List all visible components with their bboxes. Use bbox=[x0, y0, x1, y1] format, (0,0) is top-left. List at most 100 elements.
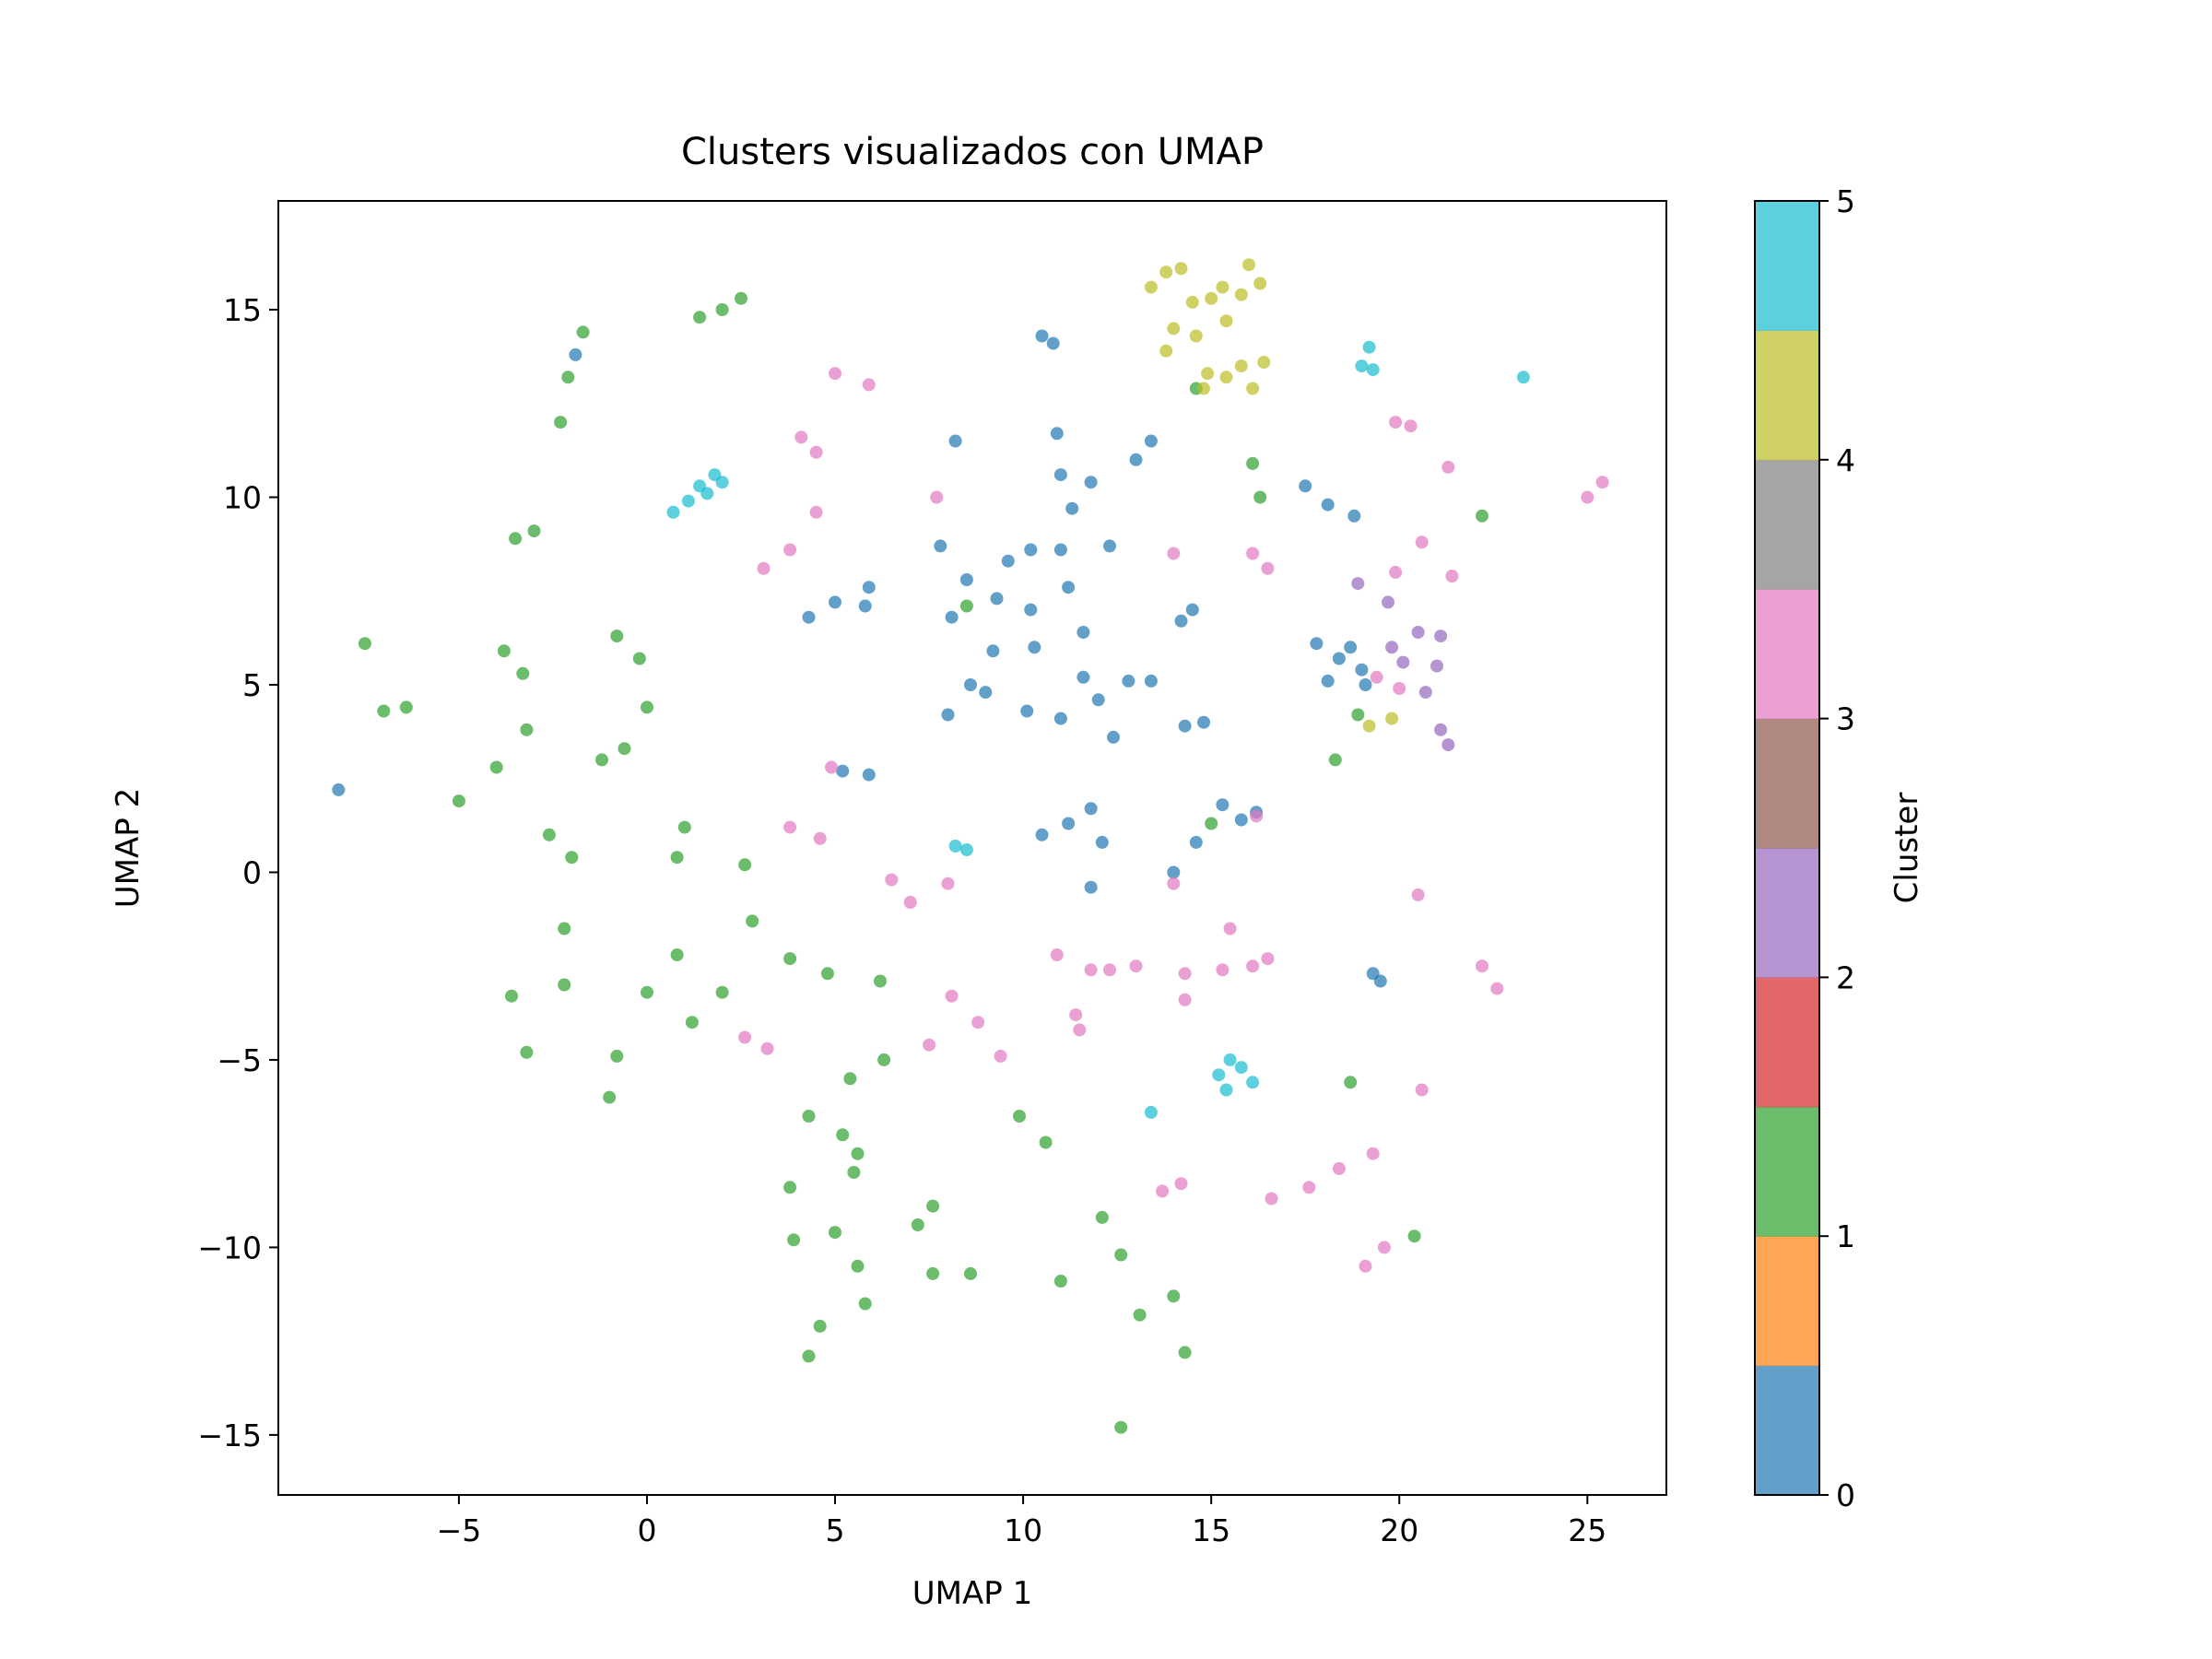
point-cluster-3 bbox=[1366, 1147, 1380, 1160]
point-cluster-5 bbox=[681, 494, 695, 508]
point-cluster-3 bbox=[1156, 1184, 1170, 1198]
point-cluster-3 bbox=[930, 490, 944, 504]
point-cluster-3 bbox=[971, 1016, 985, 1030]
point-cluster-0 bbox=[1355, 663, 1369, 677]
point-cluster-1 bbox=[632, 652, 646, 665]
point-cluster-0 bbox=[1178, 719, 1192, 733]
point-cluster-3 bbox=[1216, 963, 1230, 977]
point-cluster-3 bbox=[1445, 570, 1459, 582]
point-cluster-0 bbox=[1062, 817, 1076, 830]
point-cluster-2 bbox=[1434, 629, 1448, 643]
point-cluster-5 bbox=[1144, 1105, 1158, 1119]
point-cluster-0 bbox=[1373, 974, 1387, 988]
point-cluster-4 bbox=[1219, 371, 1233, 384]
cluster-3-points bbox=[738, 367, 1609, 1273]
point-cluster-1 bbox=[802, 1349, 816, 1363]
point-cluster-4 bbox=[1167, 322, 1181, 335]
colorbar-tick-label: 2 bbox=[1836, 959, 1855, 995]
point-cluster-0 bbox=[934, 539, 947, 553]
point-cluster-3 bbox=[1261, 561, 1275, 575]
point-cluster-1 bbox=[783, 952, 797, 966]
scatter-points bbox=[332, 258, 1609, 1434]
point-cluster-0 bbox=[1053, 468, 1067, 482]
point-cluster-0 bbox=[1084, 802, 1098, 816]
point-cluster-2 bbox=[1430, 659, 1443, 673]
point-cluster-5 bbox=[959, 843, 973, 856]
point-cluster-1 bbox=[1039, 1135, 1053, 1149]
point-cluster-0 bbox=[948, 434, 962, 448]
point-cluster-1 bbox=[358, 637, 371, 651]
colorbar-tick-label: 0 bbox=[1836, 1477, 1855, 1513]
point-cluster-1 bbox=[1476, 509, 1488, 523]
point-cluster-3 bbox=[1411, 888, 1425, 901]
point-cluster-2 bbox=[1351, 577, 1365, 591]
point-cluster-1 bbox=[542, 828, 556, 841]
point-cluster-0 bbox=[1001, 554, 1015, 568]
cluster-4-points bbox=[1144, 258, 1399, 733]
point-cluster-4 bbox=[1253, 276, 1267, 290]
point-cluster-0 bbox=[1321, 498, 1335, 512]
point-cluster-3 bbox=[1415, 535, 1429, 549]
point-cluster-3 bbox=[1332, 1161, 1346, 1175]
point-cluster-3 bbox=[1050, 948, 1064, 961]
point-cluster-2 bbox=[1385, 641, 1399, 654]
point-cluster-1 bbox=[1114, 1248, 1128, 1262]
point-cluster-1 bbox=[926, 1199, 940, 1213]
point-cluster-0 bbox=[862, 581, 876, 594]
point-cluster-1 bbox=[1344, 1076, 1358, 1089]
point-cluster-0 bbox=[1077, 626, 1090, 639]
point-cluster-5 bbox=[666, 505, 680, 519]
point-cluster-1 bbox=[509, 532, 523, 546]
point-cluster-4 bbox=[1159, 265, 1173, 279]
y-axis: −15 −10 −5 0 5 10 15 bbox=[197, 292, 278, 1453]
point-cluster-3 bbox=[1167, 547, 1181, 560]
point-cluster-3 bbox=[1167, 877, 1181, 890]
point-cluster-0 bbox=[1359, 678, 1372, 691]
point-cluster-1 bbox=[520, 723, 534, 736]
cluster-5-points bbox=[666, 340, 1530, 1119]
point-cluster-0 bbox=[1095, 835, 1109, 849]
colorbar-segment bbox=[1755, 589, 1819, 720]
colorbar-label: Cluster bbox=[1888, 793, 1925, 904]
point-cluster-3 bbox=[1178, 993, 1192, 1006]
point-cluster-3 bbox=[1377, 1241, 1391, 1254]
point-cluster-5 bbox=[1219, 1083, 1233, 1097]
point-cluster-3 bbox=[829, 367, 841, 381]
point-cluster-1 bbox=[1328, 753, 1342, 767]
point-cluster-1 bbox=[489, 760, 503, 774]
point-cluster-1 bbox=[641, 700, 653, 714]
point-cluster-0 bbox=[1234, 813, 1248, 827]
y-tick-label: 15 bbox=[223, 292, 262, 328]
point-cluster-4 bbox=[1189, 329, 1203, 343]
point-cluster-3 bbox=[994, 1049, 1007, 1063]
point-cluster-0 bbox=[1024, 543, 1038, 557]
point-cluster-0 bbox=[1344, 641, 1358, 654]
point-cluster-0 bbox=[1174, 614, 1188, 628]
point-cluster-0 bbox=[1332, 652, 1346, 665]
point-cluster-3 bbox=[1073, 1023, 1087, 1037]
colorbar-segment bbox=[1755, 201, 1819, 331]
point-cluster-1 bbox=[843, 1072, 857, 1086]
point-cluster-1 bbox=[1246, 456, 1260, 470]
point-cluster-0 bbox=[1144, 434, 1158, 448]
point-cluster-0 bbox=[1050, 427, 1064, 441]
point-cluster-3 bbox=[1370, 670, 1383, 684]
point-cluster-3 bbox=[1069, 1008, 1083, 1022]
point-cluster-0 bbox=[1065, 501, 1079, 515]
point-cluster-1 bbox=[1167, 1289, 1181, 1303]
point-cluster-0 bbox=[829, 595, 841, 609]
point-cluster-0 bbox=[1091, 693, 1105, 707]
colorbar-segment bbox=[1755, 1236, 1819, 1367]
plot-area-frame bbox=[277, 200, 1667, 1496]
point-cluster-1 bbox=[399, 700, 413, 714]
colorbar-tick-label: 5 bbox=[1836, 183, 1855, 219]
point-cluster-0 bbox=[1028, 641, 1041, 654]
point-cluster-3 bbox=[1581, 490, 1594, 504]
point-cluster-3 bbox=[1476, 959, 1488, 973]
point-cluster-1 bbox=[738, 858, 752, 872]
point-cluster-1 bbox=[1053, 1275, 1067, 1288]
point-cluster-1 bbox=[1205, 817, 1218, 830]
point-cluster-3 bbox=[1404, 419, 1418, 433]
point-cluster-2 bbox=[1411, 626, 1425, 639]
